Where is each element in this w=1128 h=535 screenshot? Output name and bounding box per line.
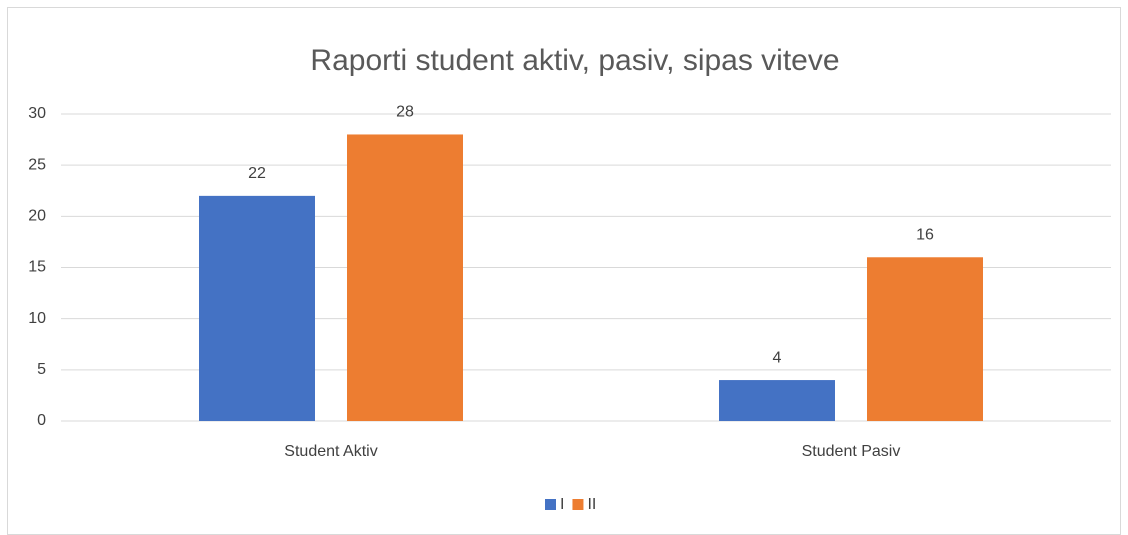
bar: [719, 380, 835, 421]
chart-title: Raporti student aktiv, pasiv, sipas vite…: [310, 44, 839, 77]
data-label: 22: [248, 165, 266, 182]
legend-swatch: [545, 499, 556, 510]
x-tick-label: Student Pasiv: [802, 443, 901, 460]
legend-swatch: [572, 499, 584, 510]
y-tick-label: 15: [28, 259, 46, 276]
y-tick-label: 30: [28, 105, 46, 122]
x-tick-label: Student Aktiv: [284, 443, 377, 460]
legend-label: I: [560, 496, 564, 513]
y-tick-label: 10: [28, 310, 46, 327]
y-tick-label: 20: [28, 208, 46, 225]
data-label: 28: [396, 104, 414, 121]
y-tick-label: 0: [37, 412, 46, 429]
data-label: 4: [773, 349, 782, 366]
legend-label: II: [587, 496, 596, 513]
data-label: 16: [916, 226, 934, 243]
y-tick-label: 5: [37, 361, 46, 378]
bar: [347, 134, 463, 421]
bar: [199, 195, 315, 421]
bar: [867, 257, 983, 421]
y-tick-label: 25: [28, 156, 46, 173]
